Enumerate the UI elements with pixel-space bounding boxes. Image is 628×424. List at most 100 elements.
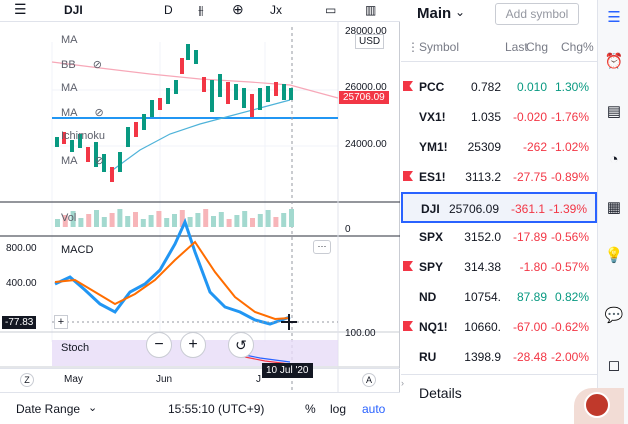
streams-icon[interactable]: ◻ (607, 357, 621, 374)
candle (274, 82, 278, 96)
row-last: 1398.9 (464, 350, 501, 364)
watchlist-row[interactable]: ND 10754. 87.89 0.82% (401, 282, 597, 313)
indicator-item[interactable]: MA ⊘ (61, 106, 104, 119)
eye-hidden-icon[interactable]: ⊘ (91, 155, 104, 167)
chevron-down-icon[interactable]: ⌄ (455, 5, 466, 19)
calendar-icon[interactable]: ▦ (606, 199, 622, 216)
row-chg: -27.75 (512, 170, 547, 184)
log-toggle[interactable]: log (330, 402, 347, 416)
chat-icon[interactable]: 💬 (604, 307, 624, 324)
collapse-icon[interactable]: › (401, 378, 404, 388)
candle (289, 88, 293, 100)
col-chgp[interactable]: Chg% (561, 40, 594, 54)
eye-hidden-icon[interactable]: ⊘ (91, 107, 104, 119)
watchlist-row[interactable]: RU 1398.9 -28.48 -2.00% (401, 342, 597, 373)
indicator-item[interactable]: BB ⊘ (61, 58, 102, 71)
data-window-icon[interactable]: ▤ (606, 103, 622, 120)
candle (118, 152, 122, 172)
row-chgp: -0.57% (550, 260, 589, 274)
eye-hidden-icon[interactable]: ⊘ (89, 59, 102, 71)
add-symbol-button[interactable]: Add symbol (495, 3, 579, 25)
volume-bar (140, 219, 146, 227)
indicators-button[interactable]: Jx (270, 3, 282, 17)
col-symbol[interactable]: Symbol (419, 40, 460, 54)
watchlist-row[interactable]: NQ1! 10660. -67.00 -0.62% (401, 312, 597, 343)
time-tick: J (256, 374, 261, 385)
row-symbol: RU (419, 350, 437, 364)
bars-icon[interactable]: ▥ (365, 3, 377, 17)
last-price-label: 25706.09 (339, 91, 389, 104)
chart-area[interactable]: ☰ DJI D ⫵ ⊕ Jx ▭ ▥ (0, 0, 400, 424)
volume-bar (55, 219, 60, 227)
watchlist-row[interactable]: YM1! 25309 -262 -1.02% (401, 132, 597, 163)
layout-icon[interactable]: ▭ (325, 3, 337, 17)
indicator-item[interactable]: MA (61, 82, 78, 94)
avatar[interactable] (574, 388, 624, 424)
row-symbol: PCC (419, 80, 445, 94)
percent-toggle[interactable]: % (305, 402, 316, 416)
col-chg[interactable]: Chg (526, 40, 549, 54)
watchlist-row[interactable]: PCC 0.782 0.010 1.30% (401, 72, 597, 103)
alerts-icon[interactable]: ⏰ (604, 53, 624, 70)
row-last: 10660. (464, 320, 501, 334)
flag-icon[interactable] (403, 261, 413, 271)
auto-toggle[interactable]: auto (362, 402, 386, 416)
row-last: 314.38 (464, 260, 501, 274)
volume-bar (172, 214, 177, 227)
candle (78, 134, 82, 148)
watchlist-title[interactable]: Main (417, 5, 452, 22)
zoom-out-button[interactable]: − (146, 332, 172, 358)
row-last: 3152.0 (464, 230, 501, 244)
row-chgp: -1.39% (548, 202, 587, 216)
currency-label[interactable]: USD (355, 34, 385, 49)
col-last[interactable]: Last (505, 40, 528, 54)
volume-bar (187, 217, 193, 227)
volume-bar (265, 210, 271, 227)
flag-icon[interactable] (403, 321, 413, 331)
zoom-icon[interactable]: Z (20, 373, 34, 387)
indicator-item[interactable]: MA (61, 34, 78, 46)
row-chg: -1.80 (519, 260, 547, 274)
ideas-icon[interactable]: 💡 (604, 247, 624, 264)
row-last: 1.035 (470, 110, 501, 124)
plus-circle-icon[interactable]: ⊕ (232, 1, 244, 17)
add-pane-icon[interactable]: + (54, 315, 68, 329)
clock-label[interactable]: 15:55:10 (UTC+9) (168, 402, 265, 416)
row-chgp: -0.89% (550, 170, 589, 184)
more-options-button[interactable]: ··· (313, 240, 331, 254)
watchlist-icon[interactable]: ☰ (607, 9, 621, 26)
reset-icon[interactable]: ↺ (228, 332, 254, 358)
zoom-in-button[interactable]: + (180, 332, 206, 358)
candle (70, 140, 74, 152)
row-symbol: NQ1! (419, 320, 448, 334)
volume-tick: 0 (345, 224, 351, 235)
time-tick: May (64, 374, 83, 385)
candle (55, 137, 59, 147)
indicator-name: MA (61, 82, 78, 94)
date-range-button[interactable]: Date Range (16, 402, 81, 416)
candles-icon[interactable]: ⫵ (198, 3, 204, 17)
volume-bar (289, 209, 294, 227)
indicator-item[interactable]: MA ⊘ (61, 154, 104, 167)
watchlist-row[interactable]: DJI 25706.09 -361.1 -1.39% (401, 192, 597, 223)
candle (210, 80, 214, 112)
flag-icon[interactable] (403, 171, 413, 181)
menu-icon[interactable]: ☰ (14, 1, 27, 17)
watchlist-row[interactable]: VX1! 1.035 -0.020 -1.76% (401, 102, 597, 133)
interval-button[interactable]: D (164, 3, 173, 17)
chevron-down-icon[interactable]: ⌄ (88, 402, 98, 414)
auto-scale-icon[interactable]: A (362, 373, 376, 387)
volume-bar (226, 219, 232, 227)
details-header[interactable]: Details (419, 385, 462, 401)
indicator-item[interactable]: Ichimoku (61, 130, 105, 142)
time-axis[interactable]: Z May Jun J 10 Jul '20 A (0, 363, 400, 390)
symbol-search[interactable]: DJI (64, 3, 83, 17)
watchlist-row[interactable]: SPY 314.38 -1.80 -0.57% (401, 252, 597, 283)
row-chg: 87.89 (516, 290, 547, 304)
watchlist-row[interactable]: ES1! 3113.2 -27.75 -0.89% (401, 162, 597, 193)
indicator-name: MA (61, 155, 78, 167)
watchlist-row[interactable]: SPX 3152.0 -17.89 -0.56% (401, 222, 597, 253)
hotlists-icon[interactable]: ◔ (609, 151, 619, 168)
row-last: 3113.2 (465, 170, 501, 184)
flag-icon[interactable] (403, 81, 413, 91)
